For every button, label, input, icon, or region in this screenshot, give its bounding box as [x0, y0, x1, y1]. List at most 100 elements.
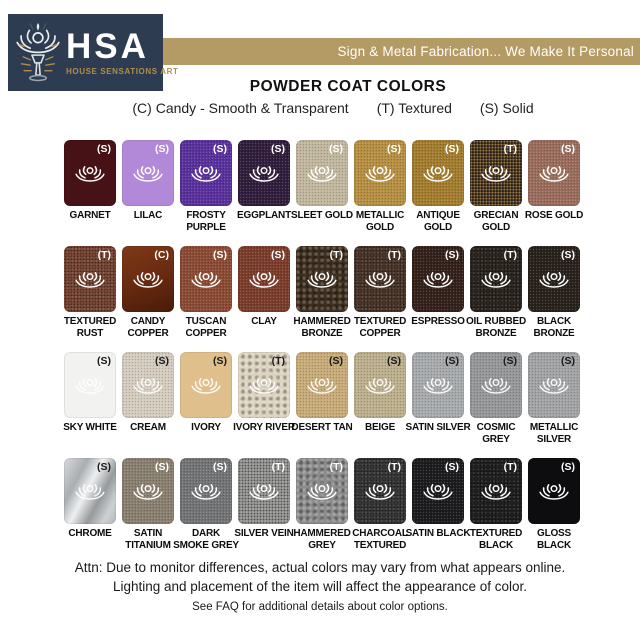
finish-code-badge: (C)	[154, 249, 169, 261]
swatch-name: TUSCAN COPPER	[185, 316, 227, 339]
finish-code-badge: (S)	[213, 461, 227, 473]
finish-code-badge: (T)	[503, 461, 517, 473]
faq-note: See FAQ for additional details about col…	[192, 601, 448, 613]
swatch-name: GARNET	[69, 210, 111, 221]
lotus-icon	[481, 378, 511, 394]
swatch-item-textured-copper: (T) TEXTURED COPPER	[354, 246, 406, 339]
finish-code-badge: (T)	[271, 461, 285, 473]
lotus-icon	[191, 378, 221, 394]
swatch-name: EGGPLANT	[237, 210, 291, 221]
lotus-icon	[75, 484, 105, 500]
legend-textured: (T) Textured	[376, 100, 452, 116]
finish-code-badge: (S)	[561, 143, 575, 155]
swatch-name: BEIGE	[364, 422, 396, 433]
swatch-item-cosmic-grey: (S) COSMIC GREY	[470, 352, 522, 445]
swatch-item-desert-tan: (S) DESERT TAN	[291, 352, 353, 445]
lotus-icon	[539, 272, 569, 288]
finish-code-badge: (T)	[271, 355, 285, 367]
lotus-icon	[539, 166, 569, 182]
lotus-icon	[481, 166, 511, 182]
lotus-icon	[133, 272, 163, 288]
lotus-icon	[423, 378, 453, 394]
monitor-disclaimer: Attn: Due to monitor differences, actual…	[0, 558, 640, 596]
swatch-name: HAMMERED BRONZE	[293, 316, 351, 339]
swatch-name: CLAY	[251, 316, 277, 327]
hsa-logo: HSA HOUSE SENSATIONS ART	[8, 14, 178, 91]
swatch-item-antique-gold: (S) ANTIQUE GOLD	[412, 140, 464, 233]
swatch-name: TEXTURED RUST	[63, 316, 117, 339]
swatch-name: SATIN SILVER	[405, 422, 471, 433]
swatch-item-candy-copper: (C) CANDY COPPER	[122, 246, 174, 339]
swatch-item-dark-smoke-grey: (S) DARK SMOKE GREY	[173, 458, 239, 551]
color-swatch-espresso: (S)	[412, 246, 464, 312]
finish-code-badge: (S)	[97, 355, 111, 367]
swatch-name: ROSE GOLD	[524, 210, 584, 221]
swatch-item-charcoal-textured: (T) CHARCOAL TEXTURED	[352, 458, 408, 551]
color-swatch-desert-tan: (S)	[296, 352, 348, 418]
swatch-name: GRECIAN GOLD	[473, 210, 519, 233]
lotus-icon	[75, 378, 105, 394]
color-swatch-satin-silver: (S)	[412, 352, 464, 418]
color-swatch-metallic-gold: (S)	[354, 140, 406, 206]
lotus-icon	[191, 272, 221, 288]
color-swatch-ivory: (S)	[180, 352, 232, 418]
swatch-item-ivory-river: (T) IVORY RIVER	[233, 352, 295, 445]
swatch-item-satin-silver: (S) SATIN SILVER	[405, 352, 471, 445]
swatch-name: CANDY COPPER	[127, 316, 169, 339]
swatch-name: FROSTY PURPLE	[186, 210, 226, 233]
swatch-item-satin-titanium: (S) SATIN TITANIUM	[122, 458, 174, 551]
finish-code-badge: (S)	[329, 143, 343, 155]
swatch-item-lilac: (S) LILAC	[122, 140, 174, 233]
legend-candy: (C) Candy - Smooth & Transparent	[132, 100, 349, 116]
finish-code-badge: (S)	[387, 143, 401, 155]
color-swatch-textured-black: (T)	[470, 458, 522, 524]
color-swatch-silver-vein: (T)	[238, 458, 290, 524]
swatch-item-gloss-black: (S) GLOSS BLACK	[528, 458, 580, 551]
finish-code-badge: (S)	[445, 461, 459, 473]
lotus-icon	[75, 166, 105, 182]
swatch-name: COSMIC GREY	[476, 422, 516, 445]
color-swatch-gloss-black: (S)	[528, 458, 580, 524]
swatch-item-oil-rubbed-bronze: (T) OIL RUBBED BRONZE	[466, 246, 526, 339]
swatch-item-black-bronze: (S) BLACK BRONZE	[528, 246, 580, 339]
lotus-icon	[75, 272, 105, 288]
logo-acronym: HSA	[66, 27, 149, 66]
lotus-icon	[249, 272, 279, 288]
swatch-name: TEXTURED COPPER	[353, 316, 407, 339]
lotus-icon	[307, 272, 337, 288]
swatch-name: CHROME	[68, 528, 112, 539]
swatch-name: TEXTURED BLACK	[469, 528, 523, 551]
lotus-icon	[307, 378, 337, 394]
swatch-name: SATIN BLACK	[405, 528, 471, 539]
swatch-name: CREAM	[130, 422, 166, 433]
swatch-name: SILVER VEIN	[234, 528, 294, 539]
lotus-icon	[249, 484, 279, 500]
swatch-name: DESERT TAN	[291, 422, 353, 433]
tagline-banner: Sign & Metal Fabrication... We Make It P…	[158, 38, 640, 65]
lotus-icon	[365, 484, 395, 500]
swatch-item-metallic-gold: (S) METALLIC GOLD	[354, 140, 406, 233]
finish-code-badge: (S)	[445, 355, 459, 367]
swatch-name: ANTIQUE GOLD	[416, 210, 460, 233]
swatch-item-grecian-gold: (T) GRECIAN GOLD	[470, 140, 522, 233]
color-swatch-hammered-bronze: (T)	[296, 246, 348, 312]
swatch-item-textured-rust: (T) TEXTURED RUST	[64, 246, 116, 339]
page-title: POWDER COAT COLORS	[249, 78, 447, 95]
swatch-name: CHARCOAL TEXTURED	[352, 528, 408, 551]
swatch-item-silver-vein: (T) SILVER VEIN	[234, 458, 294, 551]
color-swatch-lilac: (S)	[122, 140, 174, 206]
color-swatch-hammered-grey: (T)	[296, 458, 348, 524]
lotus-icon	[365, 378, 395, 394]
swatch-item-satin-black: (S) SATIN BLACK	[406, 458, 471, 551]
lotus-icon	[133, 378, 163, 394]
swatch-item-sky-white: (S) SKY WHITE	[63, 352, 117, 445]
finish-code-badge: (S)	[387, 355, 401, 367]
color-swatch-frosty-purple: (S)	[180, 140, 232, 206]
color-swatch-textured-copper: (T)	[354, 246, 406, 312]
finish-code-badge: (S)	[213, 249, 227, 261]
finish-code-badge: (S)	[213, 143, 227, 155]
finish-code-badge: (S)	[97, 461, 111, 473]
swatch-name: BLACK BRONZE	[533, 316, 575, 339]
finish-code-badge: (T)	[503, 143, 517, 155]
